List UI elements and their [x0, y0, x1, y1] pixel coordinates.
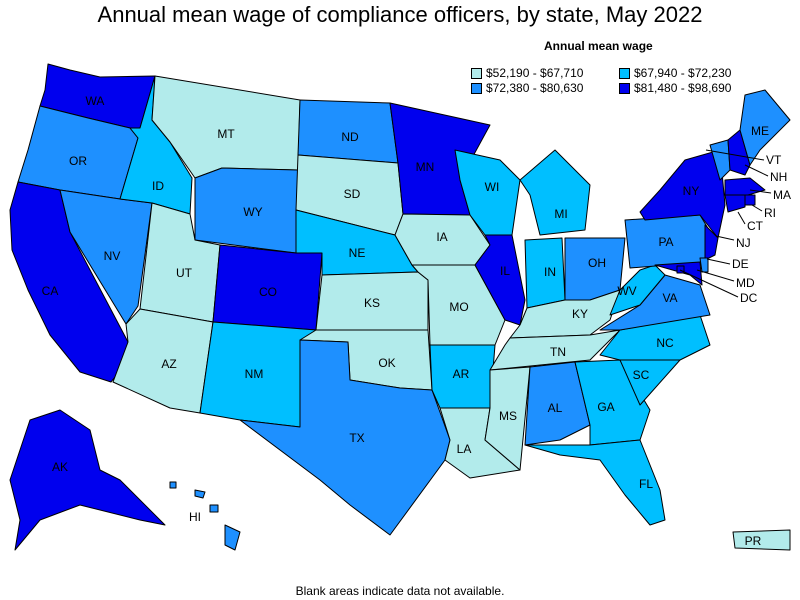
state-label-ok: OK — [378, 356, 395, 370]
state-label-co: CO — [259, 285, 277, 299]
state-label-ms: MS — [499, 409, 517, 423]
state-label-mo: MO — [449, 300, 468, 314]
state-label-sd: SD — [344, 187, 361, 201]
state-label-nh: NH — [770, 170, 787, 184]
state-label-hi: HI — [189, 510, 201, 524]
state-label-de: DE — [732, 257, 749, 271]
legend-item-1: $52,190 - $67,710 — [471, 66, 583, 80]
state-label-oh: OH — [588, 256, 606, 270]
state-label-nj: NJ — [736, 236, 751, 250]
state-ma — [724, 177, 766, 196]
state-label-az: AZ — [161, 357, 176, 371]
legend-swatch-3 — [471, 82, 482, 94]
state-label-dc: DC — [740, 291, 758, 305]
state-ak — [9, 409, 166, 551]
state-label-tn: TN — [550, 345, 566, 359]
state-label-or: OR — [69, 154, 87, 168]
state-label-in: IN — [544, 265, 556, 279]
state-label-sc: SC — [633, 368, 650, 382]
state-label-ny: NY — [683, 184, 700, 198]
state-co — [212, 244, 323, 331]
legend-swatch-4 — [619, 82, 630, 94]
state-label-nv: NV — [104, 249, 121, 263]
state-label-fl: FL — [639, 477, 653, 491]
state-label-wa: WA — [86, 94, 105, 108]
state-label-ne: NE — [349, 246, 366, 260]
state-mi — [519, 149, 591, 236]
legend-swatch-2 — [619, 67, 630, 79]
state-label-la: LA — [457, 442, 472, 456]
legend-label-2: $67,940 - $72,230 — [634, 66, 732, 80]
legend-item-2: $67,940 - $72,230 — [619, 66, 731, 80]
state-label-ia: IA — [436, 230, 447, 244]
state-fl — [524, 439, 666, 526]
state-label-nd: ND — [341, 130, 359, 144]
legend-title: Annual mean wage — [544, 39, 653, 53]
state-nh — [727, 129, 751, 176]
legend-item-3: $72,380 - $80,630 — [471, 81, 583, 95]
state-label-ks: KS — [364, 296, 380, 310]
state-nj — [704, 224, 719, 261]
state-label-ca: CA — [42, 284, 59, 298]
state-label-mi: MI — [554, 207, 567, 221]
state-hi — [169, 481, 241, 551]
state-label-id: ID — [152, 179, 164, 193]
state-label-md: MD — [736, 276, 755, 290]
state-label-pa: PA — [658, 235, 673, 249]
state-label-ma: MA — [773, 188, 791, 202]
state-label-ky: KY — [572, 307, 588, 321]
state-label-nc: NC — [656, 336, 674, 350]
legend-label-1: $52,190 - $67,710 — [486, 66, 584, 80]
state-label-al: AL — [548, 401, 563, 415]
legend-label-4: $81,480 - $98,690 — [634, 81, 732, 95]
footnote: Blank areas indicate data not available. — [295, 584, 505, 598]
state-label-nm: NM — [245, 367, 264, 381]
state-ms — [484, 366, 531, 471]
map-title: Annual mean wage of compliance officers,… — [97, 2, 703, 27]
state-label-mn: MN — [416, 160, 435, 174]
state-ri — [744, 194, 756, 206]
state-ks — [315, 271, 429, 331]
state-label-pr: PR — [745, 534, 762, 548]
state-label-vt: VT — [766, 153, 782, 167]
state-label-ak: AK — [52, 460, 68, 474]
legend-swatch-1 — [471, 67, 482, 79]
state-me — [739, 89, 791, 166]
state-label-mt: MT — [217, 127, 235, 141]
state-label-wy: WY — [243, 205, 262, 219]
state-label-ut: UT — [176, 266, 193, 280]
state-label-il: IL — [500, 264, 510, 278]
state-al — [524, 361, 591, 446]
state-label-tx: TX — [349, 431, 364, 445]
state-pr — [732, 529, 791, 551]
legend-item-4: $81,480 - $98,690 — [619, 81, 731, 95]
state-il — [474, 234, 526, 326]
state-label-ar: AR — [453, 367, 470, 381]
state-label-me: ME — [751, 124, 769, 138]
legend-label-3: $72,380 - $80,630 — [486, 81, 584, 95]
state-label-wv: WV — [617, 284, 636, 298]
state-label-ct: CT — [747, 219, 764, 233]
state-ct — [724, 194, 746, 213]
state-dc — [676, 265, 685, 274]
state-de — [699, 257, 709, 273]
state-label-ga: GA — [597, 400, 614, 414]
state-label-wi: WI — [485, 180, 500, 194]
state-label-va: VA — [662, 291, 677, 305]
state-ny — [639, 149, 726, 239]
state-wv — [609, 264, 666, 316]
state-label-ri: RI — [764, 206, 776, 220]
